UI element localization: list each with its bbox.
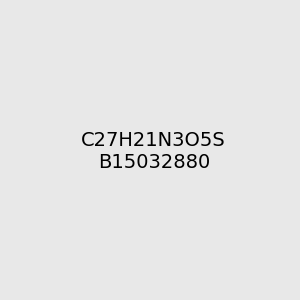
Text: C27H21N3O5S
B15032880: C27H21N3O5S B15032880 (81, 131, 226, 172)
